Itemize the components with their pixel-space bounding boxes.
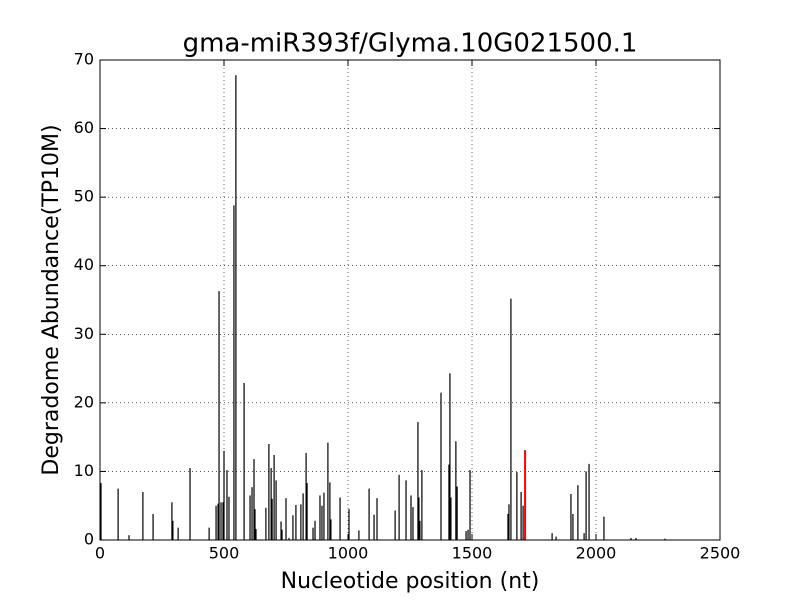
y-tick-label: 60: [74, 118, 94, 137]
y-tick-label: 10: [74, 461, 94, 480]
y-tick-label: 40: [74, 255, 94, 274]
x-tick-label: 1500: [452, 544, 493, 563]
x-tick-label: 500: [209, 544, 240, 563]
y-tick-label: 30: [74, 324, 94, 343]
y-tick-label: 0: [84, 530, 94, 549]
plot-frame: [99, 59, 721, 541]
y-tick-label: 70: [74, 50, 94, 69]
x-tick-label: 1000: [328, 544, 369, 563]
chart-title: gma-miR393f/Glyma.10G021500.1: [183, 29, 638, 59]
y-tick-label: 50: [74, 187, 94, 206]
x-tick-label: 2000: [576, 544, 617, 563]
y-tick-label: 20: [74, 392, 94, 411]
y-axis-label: Degradome Abundance(TP10M): [39, 124, 64, 475]
x-tick-label: 2500: [700, 544, 741, 563]
x-axis-label: Nucleotide position (nt): [281, 569, 540, 594]
x-tick-label: 0: [95, 544, 105, 563]
